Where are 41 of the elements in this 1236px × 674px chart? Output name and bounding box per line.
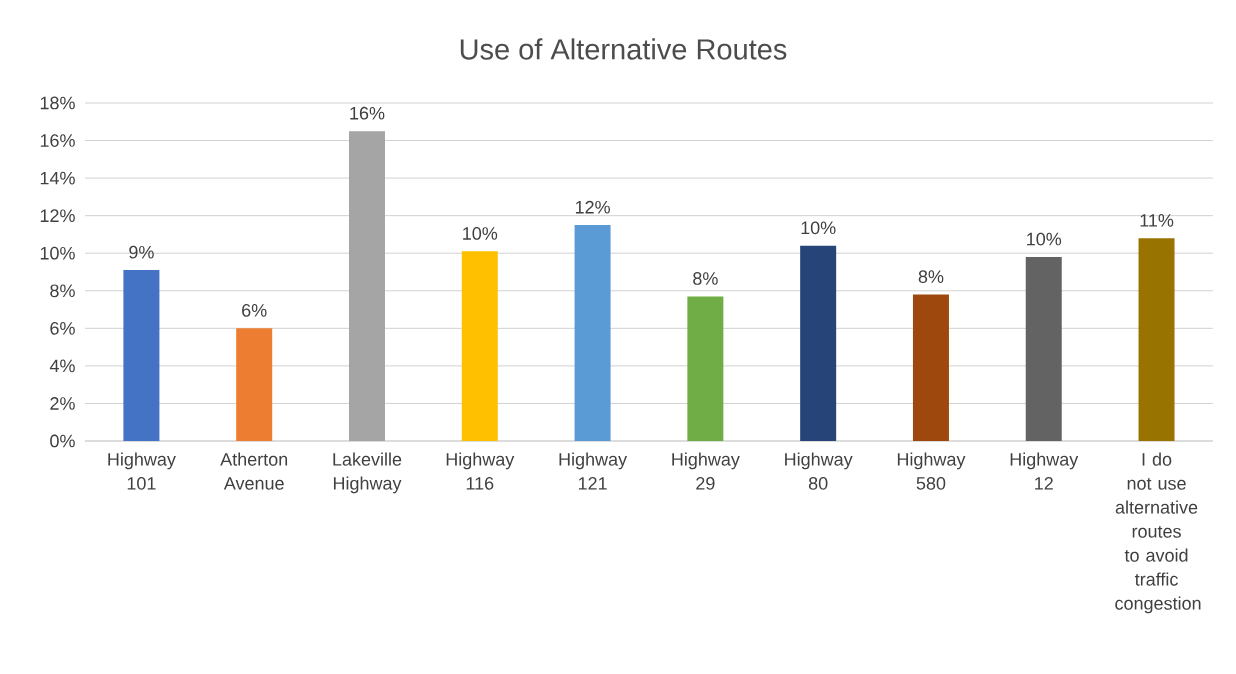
data-label: 12% <box>575 200 610 214</box>
y-tick-label: 14% <box>40 171 75 185</box>
x-tick-label: Highway 29 <box>672 452 740 490</box>
data-label: 11% <box>1140 214 1174 227</box>
y-tick-label: 12% <box>40 209 75 222</box>
x-tick-label: Highway 580 <box>897 452 966 490</box>
x-tick-label: Lakeville Highway <box>333 452 402 494</box>
data-label: 10% <box>1027 232 1062 246</box>
bar <box>236 328 273 441</box>
data-label: 8% <box>693 272 718 285</box>
x-tick-label: I do not use alternative routes to avoid traffic congestion <box>1115 452 1201 614</box>
y-tick-label: 4% <box>49 359 75 373</box>
y-tick-label: 8% <box>50 284 75 298</box>
data-label: 6% <box>242 304 267 317</box>
data-label: 16% <box>350 106 385 120</box>
y-tick-label: 0% <box>50 434 75 448</box>
bar <box>1138 238 1175 441</box>
x-tick-label: Highway 116 <box>446 452 515 490</box>
bar <box>912 294 949 441</box>
y-tick-label: 16% <box>40 134 75 147</box>
x-tick-label: Highway 80 <box>785 452 853 490</box>
chart-title: Use of Alternative Routes <box>460 38 787 60</box>
x-tick-label: Highway 101 <box>108 452 176 490</box>
data-label: 10% <box>801 221 836 235</box>
y-tick-label: 18% <box>40 96 75 110</box>
x-tick-label: Atherton Avenue <box>220 452 288 490</box>
y-tick-label: 2% <box>50 397 75 410</box>
bar <box>574 225 611 441</box>
data-label: 8% <box>918 270 944 283</box>
data-label: 10% <box>463 227 498 240</box>
y-tick-label: 6% <box>50 321 75 335</box>
bar <box>687 296 724 441</box>
y-tick-label: 10% <box>40 246 75 260</box>
x-tick-label: Highway 12 <box>1010 452 1079 490</box>
bar <box>123 270 160 441</box>
bar <box>348 131 385 441</box>
data-label: 9% <box>129 245 154 259</box>
bar <box>1025 256 1062 441</box>
bar <box>461 251 498 441</box>
x-tick-label: Highway 121 <box>559 452 628 490</box>
bar <box>800 245 837 441</box>
